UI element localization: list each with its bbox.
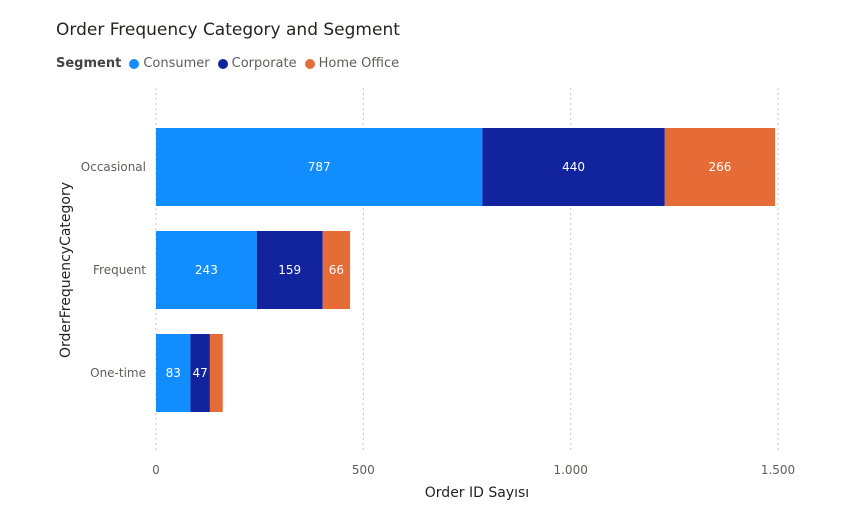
data-label-1-1: 159 — [278, 263, 301, 277]
legend-dot-home-office — [304, 58, 315, 69]
y-category-label-1: Frequent — [93, 263, 146, 277]
bar-2-0 — [156, 334, 191, 412]
chart-title: Order Frequency Category and Segment — [56, 20, 400, 40]
legend-item-home-office[interactable]: Home Office — [304, 56, 400, 71]
y-category-label-2: One-time — [90, 366, 146, 380]
x-tick-label-2: 1.000 — [553, 463, 587, 477]
legend-title: Segment — [56, 56, 122, 71]
bar-2-2 — [209, 334, 223, 412]
data-label-1-0: 243 — [195, 263, 218, 277]
bar-1-2 — [322, 231, 351, 309]
legend: Segment Consumer Corporate Home Office — [56, 56, 407, 71]
data-label-1-2: 66 — [329, 263, 344, 277]
legend-dot-corporate — [217, 58, 228, 69]
data-label-0-2: 266 — [708, 160, 731, 174]
bar-1-0 — [156, 231, 257, 309]
x-tick-label-3: 1.500 — [761, 463, 795, 477]
y-category-label-0: Occasional — [81, 160, 146, 174]
legend-dot-consumer — [129, 58, 140, 69]
legend-label-home-office: Home Office — [318, 56, 400, 71]
bar-0-1 — [482, 128, 665, 206]
x-tick-label-1: 500 — [352, 463, 375, 477]
y-axis-title: OrderFrequencyCategory — [58, 182, 74, 358]
legend-label-consumer: Consumer — [143, 56, 210, 71]
data-label-0-1: 440 — [562, 160, 585, 174]
legend-item-consumer[interactable]: Consumer — [129, 56, 210, 71]
bar-0-2 — [664, 128, 776, 206]
data-label-2-0: 83 — [166, 366, 181, 380]
bar-2-1 — [190, 334, 210, 412]
data-label-2-1: 47 — [193, 366, 208, 380]
data-label-0-0: 787 — [308, 160, 331, 174]
legend-label-corporate: Corporate — [231, 56, 297, 71]
x-tick-label-0: 0 — [152, 463, 160, 477]
x-axis-title: Order ID Sayısı — [425, 485, 529, 501]
bar-0-0 — [156, 128, 483, 206]
legend-item-corporate[interactable]: Corporate — [217, 56, 297, 71]
bar-1-1 — [256, 231, 323, 309]
